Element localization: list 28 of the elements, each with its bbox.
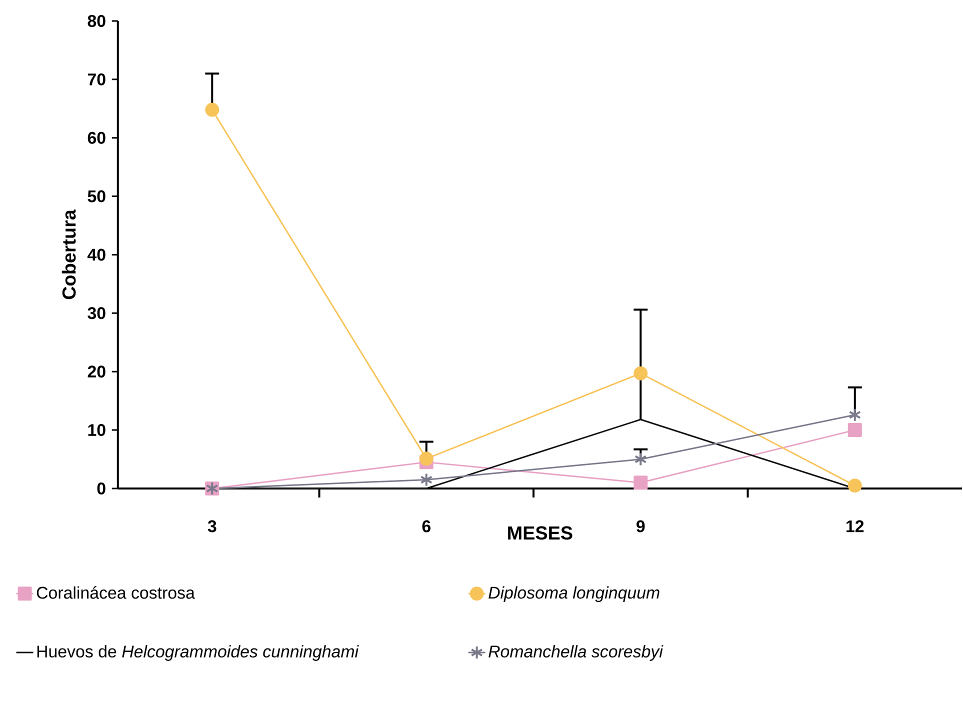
y-tick-label: 30 (88, 307, 106, 320)
point (419, 452, 434, 466)
point (848, 408, 862, 422)
point (634, 452, 647, 466)
legend-label: Diplosoma longinquum (488, 586, 660, 602)
y-tick-label: 70 (88, 73, 106, 86)
y-tick-label: 0 (97, 482, 106, 494)
y-tick-label: 80 (88, 14, 106, 27)
legend-label: Coralinácea costrosa (36, 586, 195, 599)
point (205, 102, 220, 117)
x-axis-title: MESES (508, 526, 572, 540)
y-tick-label: 20 (88, 365, 106, 378)
y-axis-title: Cobertura (62, 209, 76, 299)
x-tick-label: 12 (846, 520, 864, 532)
point (420, 472, 433, 487)
y-tick-label: 60 (88, 132, 106, 144)
legend-label: Huevos de Helcogrammoides cunninghami (37, 644, 359, 661)
y-tick-label: 50 (88, 190, 106, 202)
x-tick-label: 9 (636, 520, 645, 532)
y-tick-label: 40 (87, 248, 106, 261)
legend-label: Romanchella scoresbyi (488, 644, 664, 661)
x-tick-label: 3 (208, 520, 216, 532)
x-tick-label: 6 (422, 520, 430, 532)
point (634, 476, 648, 490)
point (848, 478, 862, 492)
y-tick-label: 10 (88, 424, 106, 436)
point (848, 422, 862, 437)
point (634, 366, 648, 380)
